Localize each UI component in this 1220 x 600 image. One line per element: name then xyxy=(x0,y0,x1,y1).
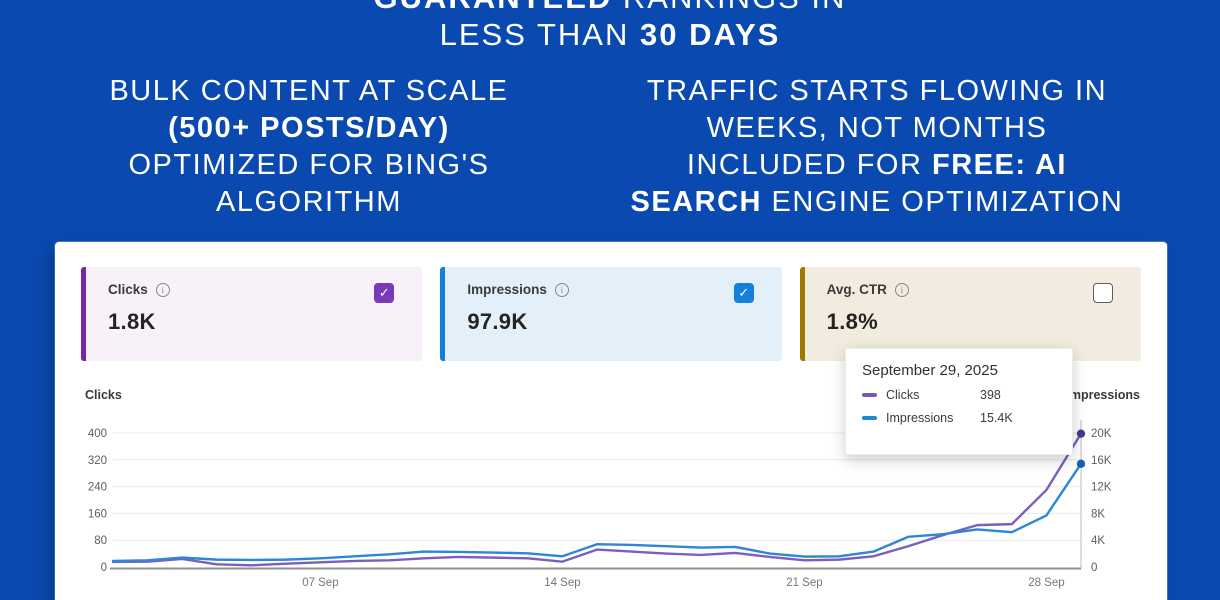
metric-label: Impressions xyxy=(467,282,547,297)
clicks-checkbox[interactable] xyxy=(374,283,395,303)
info-icon[interactable] xyxy=(155,282,170,297)
right-col-line-2: WEEKS, NOT MONTHS xyxy=(706,112,1048,144)
tooltip-value: 15.4K xyxy=(980,411,1013,425)
headline-bold: GUARANTEED xyxy=(374,0,613,15)
left-col-line-1: BULK CONTENT AT SCALE xyxy=(109,75,509,107)
right-axis-tick-label: 12K xyxy=(1091,482,1112,494)
tooltip-value: 398 xyxy=(980,388,1001,402)
right-axis-tick-label: 0 xyxy=(1091,562,1097,574)
clicks-legend-dash-icon xyxy=(862,393,877,397)
right-col-line-4-bold: SEARCH xyxy=(630,186,762,218)
tooltip-label: Impressions xyxy=(886,411,954,425)
x-axis-tick-label: 21 Sep xyxy=(786,577,822,589)
avg-ctr-checkbox[interactable] xyxy=(1092,283,1113,303)
bing-webmaster-dashboard: Clicks 1.8K Impressions 97.9K Avg. CTR xyxy=(55,242,1167,600)
tooltip-date: September 29, 2025 xyxy=(862,362,998,379)
right-col-line-3-bold: FREE: AI xyxy=(931,149,1067,181)
metric-label: Clicks xyxy=(108,282,148,297)
hero-copy: GUARANTEED RANKINGS IN LESS THAN 30 DAYS… xyxy=(0,0,1220,221)
x-axis-tick-label: 14 Sep xyxy=(544,577,580,589)
metric-tile-impressions[interactable]: Impressions 97.9K xyxy=(440,267,782,361)
right-axis-tick-label: 8K xyxy=(1091,508,1105,520)
tooltip-row-impressions: Impressions 15.4K xyxy=(862,411,1056,425)
hero-columns: BULK CONTENT AT SCALE (500+ POSTS/DAY) O… xyxy=(0,73,1220,221)
tile-header: Impressions xyxy=(467,282,781,297)
x-axis-tick-label: 07 Sep xyxy=(302,577,338,589)
tile-header: Avg. CTR xyxy=(827,282,1141,297)
left-axis-tick-label: 240 xyxy=(88,482,107,494)
impressions-checkbox[interactable] xyxy=(733,283,754,303)
impressions-hover-dot xyxy=(1076,459,1086,469)
tooltip-row-clicks: Clicks 398 xyxy=(862,388,1056,402)
right-col-line-1: TRAFFIC STARTS FLOWING IN xyxy=(646,75,1108,107)
x-axis-tick-label: 28 Sep xyxy=(1028,577,1064,589)
chart-tooltip: September 29, 2025 Clicks 398 Impression… xyxy=(845,348,1073,455)
left-axis-tick-label: 0 xyxy=(101,562,107,574)
left-axis-tick-label: 320 xyxy=(88,455,107,467)
right-axis-title: Impressions xyxy=(1066,388,1140,402)
left-axis-tick-label: 80 xyxy=(94,535,107,547)
right-col-line-4: SEARCH ENGINE OPTIMIZATION xyxy=(576,184,1178,221)
headline-rest: RANKINGS IN xyxy=(612,0,846,15)
left-axis-title: Clicks xyxy=(85,388,122,402)
info-icon[interactable] xyxy=(554,282,569,297)
hero-left-column: BULK CONTENT AT SCALE (500+ POSTS/DAY) O… xyxy=(42,73,576,221)
right-axis-tick-label: 20K xyxy=(1091,428,1112,440)
headline-line-1: GUARANTEED RANKINGS IN xyxy=(0,0,1220,16)
headline-bold-30-days: 30 DAYS xyxy=(639,17,781,52)
right-col-line-3-pre: INCLUDED FOR xyxy=(686,149,932,181)
left-axis-tick-label: 400 xyxy=(88,428,107,440)
headline-pre: LESS THAN xyxy=(439,17,640,52)
metric-value: 1.8% xyxy=(826,309,879,334)
metric-tile-clicks[interactable]: Clicks 1.8K xyxy=(81,267,423,361)
left-col-line-3: OPTIMIZED FOR BING'S xyxy=(128,149,490,181)
clicks-hover-dot xyxy=(1076,429,1086,438)
left-col-line-4: ALGORITHM xyxy=(216,186,402,218)
left-col-line-2: (500+ POSTS/DAY) xyxy=(168,112,450,144)
tooltip-label: Clicks xyxy=(886,388,920,402)
right-col-line-4-rest: ENGINE OPTIMIZATION xyxy=(761,186,1124,218)
hero-right-column: TRAFFIC STARTS FLOWING IN WEEKS, NOT MON… xyxy=(576,73,1178,221)
left-axis-tick-label: 160 xyxy=(88,508,107,520)
metric-value: 97.9K xyxy=(467,309,528,334)
impressions-legend-dash-icon xyxy=(862,416,877,420)
right-axis-tick-label: 16K xyxy=(1091,455,1112,467)
info-icon[interactable] xyxy=(894,282,909,297)
headline-line-2: LESS THAN 30 DAYS xyxy=(0,16,1220,53)
right-col-line-3: INCLUDED FOR FREE: AI xyxy=(576,147,1178,184)
right-axis-tick-label: 4K xyxy=(1091,535,1105,547)
tile-header: Clicks xyxy=(108,282,422,297)
metric-tiles: Clicks 1.8K Impressions 97.9K Avg. CTR xyxy=(55,267,1167,361)
metric-label: Avg. CTR xyxy=(826,282,887,297)
clicks-line-series xyxy=(111,432,1083,567)
metric-value: 1.8K xyxy=(108,309,156,334)
metric-tile-avg-ctr[interactable]: Avg. CTR 1.8% xyxy=(799,267,1141,361)
impressions-line-series xyxy=(111,462,1083,563)
traffic-line-chart[interactable]: 0 80 160 240 320 400 0 4K 8K 12K 16K 20K 07 Sep 14 Se… xyxy=(55,242,1167,600)
